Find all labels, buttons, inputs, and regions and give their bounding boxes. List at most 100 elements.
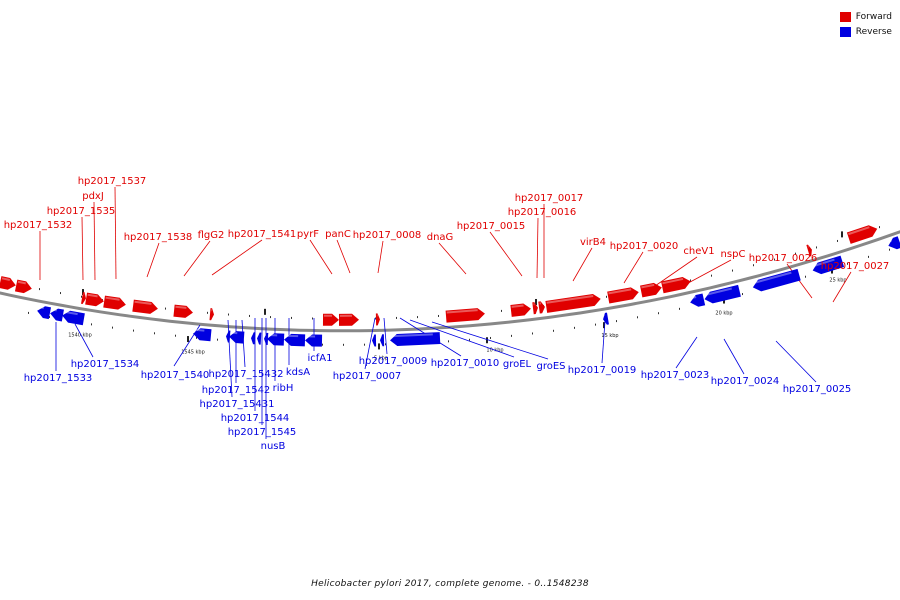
- forward-leader-line: [536, 217, 539, 279]
- gene-highlight: [603, 314, 605, 317]
- scale-tick-minor: [774, 258, 775, 261]
- gene-body: [510, 303, 531, 317]
- gene-highlight: [285, 334, 299, 338]
- gene-highlight: [887, 239, 893, 243]
- forward-leader-line: [81, 216, 84, 281]
- gene-body: [14, 279, 32, 294]
- gene-highlight: [265, 333, 266, 336]
- scale-tick-minor: [606, 295, 607, 298]
- forward-leader-line: [572, 247, 593, 282]
- scale-tick-minor: [343, 343, 344, 346]
- reverse-gene-arrow: [257, 332, 262, 345]
- gene-body: [305, 334, 323, 347]
- reverse-gene-arrow: [390, 332, 441, 347]
- reverse-leader-line: [173, 324, 201, 367]
- forward-gene-label: hp2017_1532: [4, 220, 73, 231]
- scale-tick-minor: [112, 326, 113, 329]
- gene-body: [690, 293, 706, 307]
- scale-tick-minor: [364, 343, 365, 346]
- forward-gene-label: pyrF: [297, 229, 319, 240]
- scale-tick-minor: [438, 314, 439, 317]
- scale-tick-major: [535, 298, 537, 305]
- scale-tick-minor: [753, 264, 754, 267]
- scale-label: 1545 kbp: [181, 350, 205, 356]
- reverse-gene-arrow: [193, 328, 212, 342]
- reverse-gene-label: hp2017_1534: [71, 359, 140, 370]
- scale-tick-minor: [795, 252, 796, 255]
- scale-tick-minor: [39, 288, 40, 291]
- scale-tick-minor: [879, 226, 880, 229]
- scale-tick-minor: [742, 293, 743, 296]
- gene-highlight: [105, 296, 120, 301]
- gene-body: [603, 312, 609, 325]
- forward-gene-arrow: [81, 291, 86, 305]
- forward-leader-line: [377, 240, 384, 274]
- gene-highlight: [752, 271, 792, 285]
- gene-body: [545, 293, 601, 313]
- gene-body: [607, 287, 639, 304]
- reverse-gene-arrow: [251, 332, 256, 345]
- gene-body: [209, 308, 214, 321]
- reverse-gene-arrow: [690, 293, 706, 307]
- scale-label: 25 kbp: [829, 278, 846, 284]
- gene-body: [846, 225, 878, 244]
- gene-highlight: [268, 333, 278, 337]
- forward-gene-arrow: [14, 279, 32, 294]
- forward-leader-line: [114, 186, 117, 280]
- forward-gene-label: hp2017_0015: [457, 221, 526, 232]
- scale-tick-minor: [690, 279, 691, 282]
- forward-gene-label: pdxJ: [82, 191, 104, 202]
- scale-tick-minor: [805, 275, 806, 278]
- gene-highlight: [324, 314, 333, 317]
- gene-highlight: [227, 331, 228, 334]
- gene-body: [445, 308, 485, 323]
- gene-highlight: [83, 293, 85, 296]
- gene-body: [0, 276, 16, 290]
- reverse-leader-line: [775, 340, 817, 383]
- scale-tick-major: [841, 231, 843, 238]
- forward-gene-arrow: [545, 293, 601, 313]
- scale-tick-minor: [81, 295, 82, 298]
- forward-gene-arrow: [640, 282, 662, 298]
- reverse-gene-label: kdsA: [286, 367, 310, 378]
- forward-leader-line: [623, 251, 644, 284]
- scale-tick-minor: [60, 292, 61, 295]
- scale-tick-minor: [732, 269, 733, 272]
- forward-gene-arrow: [0, 276, 16, 290]
- reverse-gene-label: nusB: [261, 441, 286, 452]
- gene-body: [226, 330, 231, 343]
- reverse-gene-arrow: [372, 334, 377, 347]
- forward-gene-arrow: [132, 299, 158, 314]
- scale-tick-minor: [270, 316, 271, 319]
- forward-gene-arrow: [173, 304, 193, 318]
- gene-highlight: [372, 335, 374, 338]
- reverse-gene-arrow: [704, 284, 741, 304]
- gene-body: [372, 334, 377, 347]
- genome-backbone: [0, 230, 900, 333]
- gene-highlight: [376, 314, 378, 317]
- forward-gene-arrow: [85, 292, 104, 307]
- gene-highlight: [539, 302, 542, 305]
- scale-tick-minor: [165, 307, 166, 310]
- forward-gene-arrow: [607, 287, 639, 304]
- gene-highlight: [258, 333, 259, 336]
- scale-tick-minor: [228, 313, 229, 316]
- forward-gene-arrow: [846, 225, 878, 244]
- reverse-gene-arrow: [603, 312, 609, 325]
- scale-tick-minor: [816, 246, 817, 249]
- gene-labels: hp2017_1537 pdxJ hp2017_1535 hp2017_1532 hp2…: [4, 176, 890, 452]
- scale-tick-minor: [658, 312, 659, 315]
- gene-highlight: [1, 277, 11, 281]
- scale-tick-minor: [28, 311, 29, 314]
- reverse-gene-arrow: [887, 236, 900, 250]
- forward-gene-arrow: [806, 244, 812, 257]
- scale-tick-minor: [501, 309, 502, 312]
- gene-highlight: [63, 310, 78, 316]
- gene-highlight: [511, 304, 524, 308]
- forward-leader-line: [309, 239, 333, 275]
- forward-gene-label: hp2017_0020: [610, 241, 679, 252]
- scale-tick-minor: [196, 336, 197, 339]
- scale-tick-minor: [574, 326, 575, 329]
- scale-tick-major: [486, 337, 488, 344]
